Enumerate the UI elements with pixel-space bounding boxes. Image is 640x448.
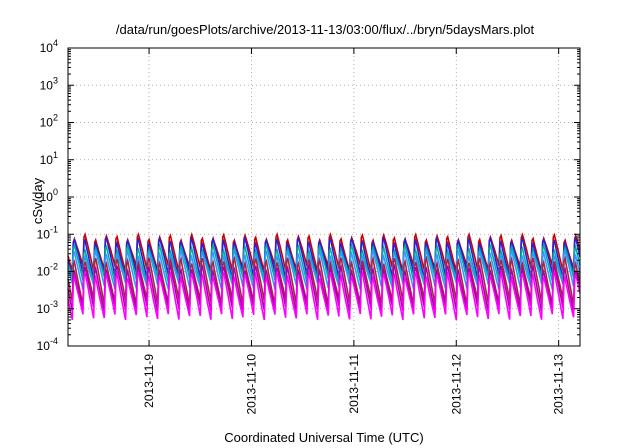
x-axis: 2013-11-9 2013-11-10 2013-11-11 2013-11-12 2…	[142, 48, 566, 415]
y-axis-label: cSv/day	[30, 177, 45, 224]
y-tick-label: 10-4	[37, 336, 58, 353]
y-tick-label: 10-2	[37, 262, 58, 279]
series-line	[67, 248, 581, 290]
x-tick-label: 2013-11-12	[449, 354, 463, 415]
series-line	[67, 235, 581, 279]
series-line	[67, 269, 581, 321]
x-tick-label: 2013-11-9	[142, 354, 156, 408]
y-tick-label: 10-3	[37, 299, 58, 316]
y-axis: 10-4 10-3 10-2 10-1 100 101 102 103 104	[37, 38, 580, 353]
x-tick-label: 2013-11-11	[347, 354, 361, 414]
y-tick-label: 100	[40, 187, 58, 204]
y-tick-label: 104	[40, 38, 58, 55]
series-line	[67, 243, 581, 283]
y-tick-label: 101	[40, 150, 58, 167]
x-tick-label: 2013-11-10	[244, 354, 258, 415]
y-tick-label: 102	[40, 113, 58, 130]
series-line	[67, 262, 581, 312]
y-tick-label: 103	[40, 75, 58, 92]
series-lines	[67, 231, 581, 321]
chart-title: /data/run/goesPlots/archive/2013-11-13/0…	[116, 22, 535, 37]
series-line	[67, 255, 581, 306]
x-axis-label: Coordinated Universal Time (UTC)	[224, 430, 423, 445]
y-tick-label: 10-1	[37, 224, 58, 241]
x-tick-label: 2013-11-13	[552, 354, 566, 415]
